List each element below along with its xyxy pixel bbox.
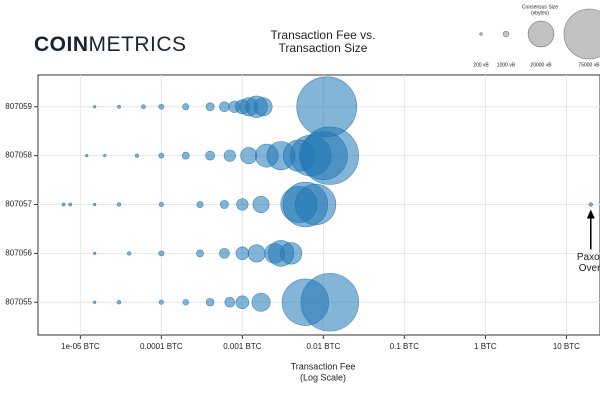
x-tick-label: 1e-05 BTC bbox=[61, 342, 100, 351]
y-tick-label: 807057 bbox=[5, 200, 32, 209]
bubble bbox=[181, 151, 190, 160]
x-tick-label: 0.0001 BTC bbox=[140, 342, 183, 351]
annotation-text: Paxos bbox=[577, 252, 600, 263]
annotation-arrowhead bbox=[586, 209, 595, 219]
bubble bbox=[182, 299, 189, 306]
bubble bbox=[219, 248, 230, 259]
legend-label: 75000 vB bbox=[578, 62, 600, 68]
bubble bbox=[223, 149, 236, 162]
legend-label: 200 vB bbox=[473, 62, 489, 68]
legend-title: (vbytes) bbox=[531, 10, 549, 16]
bubble bbox=[85, 154, 89, 158]
bubble bbox=[117, 104, 121, 109]
x-tick-label: 10 BTC bbox=[553, 342, 580, 351]
y-tick-label: 807055 bbox=[5, 297, 32, 306]
logo-bold: COIN bbox=[34, 33, 89, 56]
bubble bbox=[247, 244, 266, 263]
y-tick-label: 807056 bbox=[5, 248, 32, 257]
bubble bbox=[93, 251, 97, 255]
legend-title: Consensus Size bbox=[522, 4, 558, 10]
bubble bbox=[93, 105, 97, 109]
bubble bbox=[219, 101, 230, 113]
y-tick-label: 807059 bbox=[5, 102, 32, 111]
bubble bbox=[158, 103, 165, 110]
bubble bbox=[126, 251, 132, 256]
annotation-text: Overpayment bbox=[579, 263, 600, 274]
bubble bbox=[134, 153, 140, 158]
bubble bbox=[235, 295, 250, 310]
y-tick-label: 807058 bbox=[5, 151, 32, 160]
bubble bbox=[158, 250, 165, 257]
bubble bbox=[93, 300, 97, 304]
bubble bbox=[224, 296, 236, 308]
bubble bbox=[588, 202, 593, 207]
bubble bbox=[300, 126, 359, 185]
bubble bbox=[116, 202, 122, 207]
logo-light: METRICS bbox=[89, 33, 187, 56]
bubble bbox=[205, 298, 215, 307]
bubble bbox=[240, 147, 258, 165]
bubble bbox=[300, 273, 359, 332]
bubble bbox=[205, 150, 215, 161]
bubble bbox=[280, 242, 303, 265]
bubble bbox=[103, 154, 107, 158]
x-tick-label: 0.01 BTC bbox=[306, 342, 340, 351]
legend-bubble bbox=[479, 32, 483, 36]
bubble bbox=[251, 292, 271, 312]
bubble bbox=[205, 102, 215, 112]
x-tick-label: 0.001 BTC bbox=[223, 342, 261, 351]
bubble bbox=[141, 104, 146, 110]
bubble bbox=[294, 183, 337, 226]
legend-label: 20000 vB bbox=[530, 62, 552, 68]
bubble bbox=[116, 300, 122, 305]
bubble bbox=[158, 152, 165, 159]
bubble bbox=[182, 103, 190, 111]
legend-bubble bbox=[502, 30, 510, 38]
x-tick-label: 1 BTC bbox=[474, 342, 497, 351]
bubble bbox=[220, 200, 229, 209]
x-axis-label: (Log Scale) bbox=[300, 372, 346, 382]
bubble bbox=[93, 202, 97, 207]
chart-title: Transaction Fee vs. bbox=[271, 28, 376, 42]
legend-bubble bbox=[527, 20, 555, 48]
bubble bbox=[252, 196, 270, 213]
bubble bbox=[158, 201, 164, 208]
bubble bbox=[196, 201, 204, 208]
legend-label: 1000 vB bbox=[497, 62, 516, 68]
bubble bbox=[253, 97, 273, 117]
bubble bbox=[196, 249, 204, 258]
bubble bbox=[158, 299, 164, 305]
bubble bbox=[236, 198, 249, 211]
legend-bubble bbox=[563, 8, 600, 60]
bubble bbox=[68, 202, 73, 207]
logo: COINMETRICS bbox=[34, 33, 187, 56]
bubble bbox=[235, 246, 250, 261]
bubble bbox=[61, 202, 66, 207]
x-axis-label: Transaction Fee bbox=[291, 361, 356, 371]
x-tick-label: 0.1 BTC bbox=[390, 342, 420, 351]
chart-title: Transaction Size bbox=[279, 41, 368, 55]
